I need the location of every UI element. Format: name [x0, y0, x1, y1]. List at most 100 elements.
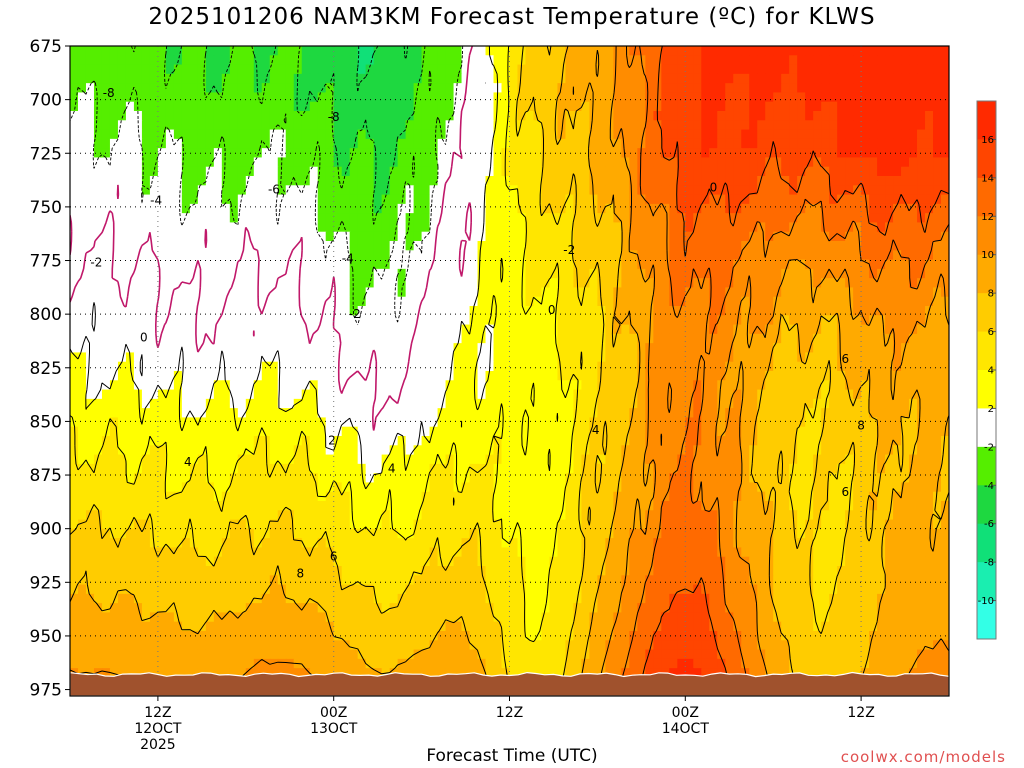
fill-cell	[93, 203, 103, 214]
fill-cell	[621, 380, 630, 391]
fill-cell	[397, 73, 407, 84]
fill-cell	[349, 73, 359, 84]
fill-cell	[701, 129, 710, 140]
fill-cell	[117, 324, 127, 335]
fill-cell	[237, 157, 247, 168]
fill-cell	[229, 203, 239, 214]
fill-cell	[549, 203, 559, 214]
fill-cell	[165, 445, 175, 456]
fill-cell	[469, 259, 479, 270]
fill-cell	[149, 259, 159, 270]
fill-cell	[181, 445, 191, 456]
fill-cell	[357, 361, 367, 372]
fill-cell	[205, 64, 215, 75]
fill-cell	[573, 73, 583, 84]
fill-cell	[789, 361, 798, 372]
fill-cell	[725, 371, 734, 381]
fill-cell	[397, 306, 407, 316]
fill-cell	[757, 259, 766, 270]
fill-cell	[317, 129, 327, 140]
fill-cell	[437, 398, 447, 409]
fill-cell	[397, 148, 407, 159]
fill-cell	[253, 380, 263, 391]
fill-cell	[637, 166, 646, 177]
chart-title: 2025101206 NAM3KM Forecast Temperature (…	[148, 4, 876, 30]
fill-cell	[549, 259, 559, 270]
fill-cell	[413, 64, 423, 75]
fill-cell	[333, 241, 343, 251]
fill-cell	[653, 259, 662, 270]
fill-cell	[437, 343, 447, 354]
fill-cell	[333, 454, 343, 465]
fill-cell	[477, 120, 487, 131]
fill-cell	[141, 101, 151, 112]
fill-cell	[773, 398, 782, 409]
fill-cell	[301, 398, 311, 409]
fill-cell	[605, 380, 614, 391]
fill-cell	[525, 445, 535, 456]
fill-cell	[661, 203, 670, 214]
fill-cell	[229, 129, 239, 140]
fill-cell	[837, 389, 846, 400]
fill-cell	[349, 352, 359, 363]
fill-cell	[165, 176, 175, 186]
fill-cell	[109, 250, 119, 261]
fill-cell	[669, 324, 678, 335]
fill-cell	[693, 213, 702, 224]
fill-cell	[757, 287, 766, 298]
fill-cell	[845, 157, 854, 168]
fill-cell	[581, 343, 591, 354]
fill-cell	[173, 352, 183, 363]
fill-cell	[421, 213, 431, 224]
fill-cell	[437, 185, 447, 196]
fill-cell	[453, 426, 463, 437]
fill-cell	[269, 380, 279, 391]
fill-cell	[349, 408, 359, 419]
fill-cell	[525, 111, 535, 121]
fill-cell	[565, 129, 575, 140]
fill-cell	[629, 231, 638, 242]
fill-cell	[597, 231, 606, 242]
fill-cell	[693, 176, 702, 186]
fill-cell	[245, 241, 255, 251]
fill-cell	[701, 166, 710, 177]
fill-cell	[821, 296, 830, 307]
fill-cell	[741, 343, 750, 354]
fill-cell	[549, 250, 559, 261]
fill-cell	[925, 101, 934, 112]
fill-cell	[725, 343, 734, 354]
fill-cell	[405, 343, 415, 354]
fill-cell	[157, 333, 167, 344]
fill-cell	[77, 454, 87, 465]
fill-cell	[189, 111, 199, 121]
fill-cell	[669, 55, 678, 66]
fill-cell	[613, 352, 622, 363]
fill-cell	[541, 380, 551, 391]
fill-cell	[453, 315, 463, 326]
fill-cell	[773, 436, 782, 446]
fill-cell	[133, 315, 143, 326]
fill-cell	[349, 398, 359, 409]
fill-cell	[245, 203, 255, 214]
fill-cell	[765, 148, 774, 159]
fill-cell	[205, 176, 215, 186]
fill-cell	[861, 445, 870, 456]
fill-cell	[261, 111, 271, 121]
fill-cell	[765, 445, 774, 456]
fill-cell	[517, 129, 527, 140]
fill-cell	[181, 203, 191, 214]
fill-cell	[837, 436, 846, 446]
fill-cell	[277, 296, 287, 307]
fill-cell	[317, 389, 327, 400]
fill-cell	[525, 213, 535, 224]
fill-cell	[861, 157, 870, 168]
fill-cell	[245, 306, 255, 316]
fill-cell	[469, 83, 479, 94]
fill-cell	[389, 445, 399, 456]
fill-cell	[541, 426, 551, 437]
fill-cell	[685, 138, 694, 149]
fill-cell	[573, 194, 583, 205]
fill-cell	[933, 176, 942, 186]
fill-cell	[605, 148, 614, 159]
fill-cell	[117, 287, 127, 298]
